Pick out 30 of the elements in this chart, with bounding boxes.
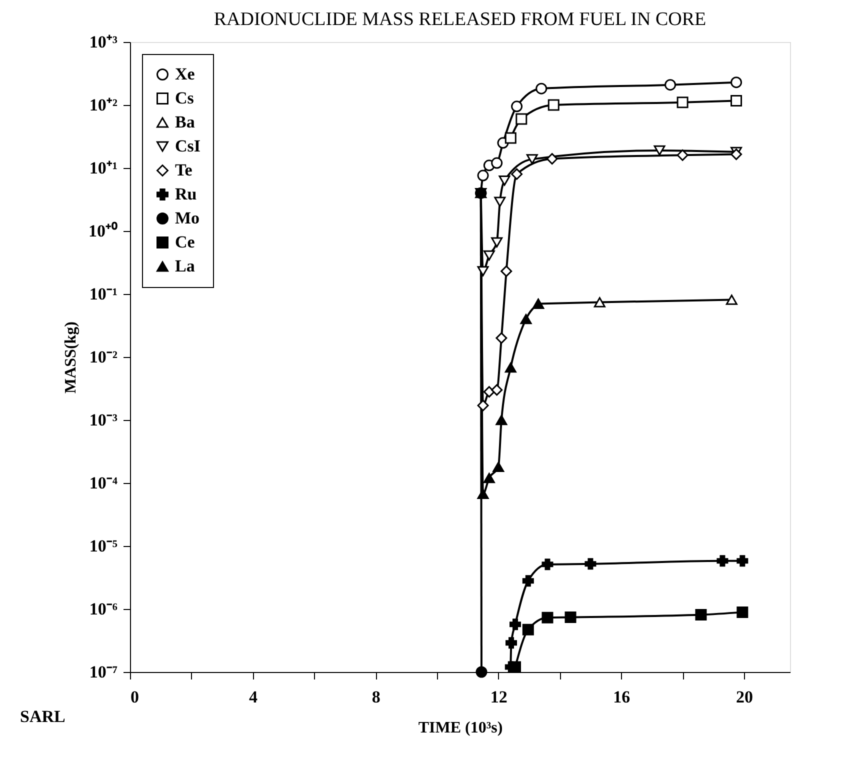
- legend-label: Ba: [175, 112, 196, 132]
- y-tick-label: 10⁻⁶: [89, 600, 118, 618]
- legend-label: La: [175, 256, 196, 276]
- legend-label: Cs: [175, 88, 194, 108]
- x-tick-label: 16: [613, 688, 630, 706]
- y-tick-label: 10⁻⁷: [89, 662, 118, 682]
- x-tick-label: 0: [130, 688, 139, 706]
- x-tick-label: 12: [490, 688, 508, 706]
- y-tick-label: 10⁻⁵: [89, 536, 118, 556]
- y-tick-label: 10⁺³: [89, 32, 118, 52]
- legend-label: Xe: [175, 64, 196, 84]
- x-tick-label: 8: [372, 688, 380, 706]
- legend-label: Te: [175, 160, 193, 180]
- y-tick-label: 10⁻³: [89, 410, 118, 430]
- y-tick-label: 10⁺¹: [89, 158, 118, 178]
- y-tick-label: 10⁻²: [89, 348, 118, 366]
- legend-label: CsI: [175, 136, 201, 156]
- chart-title: RADIONUCLIDE MASS RELEASED FROM FUEL IN CORE: [214, 9, 706, 30]
- legend-label: Ru: [175, 184, 197, 204]
- y-tick-label: 10⁺²: [89, 96, 118, 114]
- text: SARL: [20, 707, 66, 726]
- x-tick-label: 20: [736, 688, 753, 706]
- y-axis-title: MASS(kg): [62, 321, 80, 394]
- y-tick-label: 10⁻¹: [89, 284, 118, 304]
- legend-label: Mo: [175, 208, 200, 228]
- x-axis-title: TIME (10³s): [418, 720, 503, 736]
- y-tick-label: 10⁺⁰: [88, 222, 118, 240]
- legend-label: Ce: [175, 232, 196, 252]
- x-tick-label: 4: [249, 688, 258, 706]
- y-tick-label: 10⁻⁴: [89, 474, 118, 492]
